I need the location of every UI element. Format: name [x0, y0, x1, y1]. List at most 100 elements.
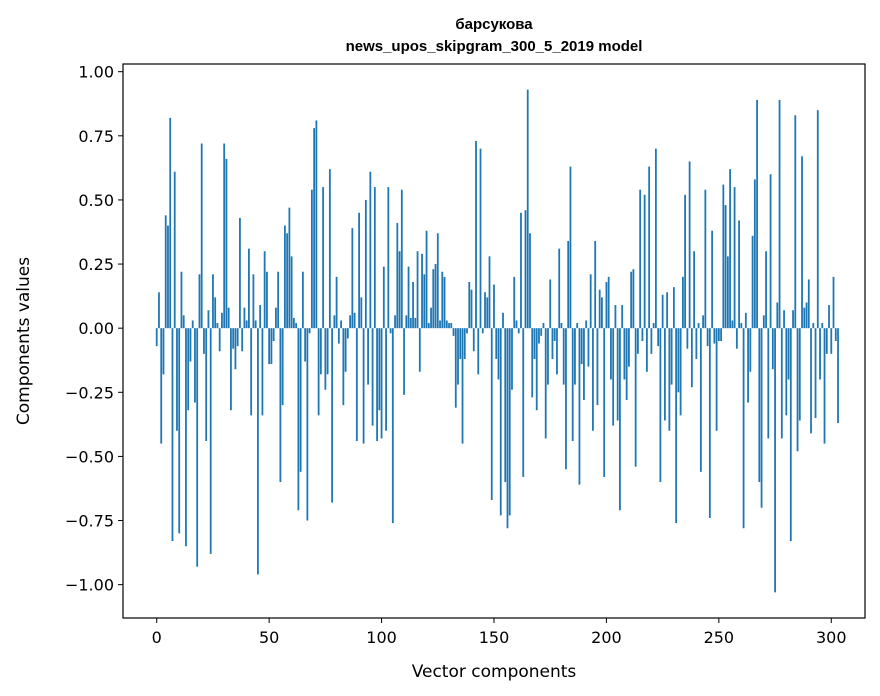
bar-48 [264, 251, 266, 328]
bar-98 [376, 328, 378, 441]
bar-96 [372, 328, 374, 425]
bar-1 [158, 292, 160, 328]
bar-297 [824, 328, 826, 443]
bar-207 [621, 305, 623, 328]
bar-300 [830, 328, 832, 354]
x-tick-label-200: 200 [591, 628, 622, 647]
bar-122 [430, 308, 432, 329]
bar-123 [432, 269, 434, 328]
x-axis-ticks: 0 50 100 150 200 250 300 [152, 618, 847, 647]
bar-34 [232, 328, 234, 349]
bar-189 [581, 328, 583, 364]
bar-38 [241, 328, 243, 351]
bar-14 [187, 328, 189, 410]
bar-35 [235, 328, 237, 369]
bar-115 [414, 318, 416, 328]
chart-title: барсукова [455, 16, 533, 33]
bar-193 [590, 274, 592, 328]
bar-271 [765, 251, 767, 328]
bar-262 [745, 313, 747, 328]
bar-89 [356, 328, 358, 441]
bar-184 [570, 167, 572, 329]
bar-202 [610, 328, 612, 379]
bar-270 [763, 315, 765, 328]
bar-138 [466, 328, 468, 333]
bar-83 [342, 328, 344, 405]
bar-43 [253, 274, 255, 328]
bar-252 [722, 185, 724, 329]
bar-249 [716, 328, 718, 431]
bar-176 [552, 328, 554, 359]
bar-166 [529, 233, 531, 328]
bar-220 [650, 328, 652, 354]
bar-163 [522, 328, 524, 477]
bar-0 [156, 328, 158, 346]
bar-244 [704, 190, 706, 328]
bar-102 [385, 328, 387, 431]
bar-242 [700, 328, 702, 472]
bar-288 [803, 308, 805, 329]
bar-177 [554, 328, 556, 341]
bar-27 [217, 323, 219, 328]
bar-250 [718, 328, 720, 341]
bar-225 [662, 295, 664, 328]
bar-130 [448, 323, 450, 328]
bar-279 [783, 310, 785, 328]
x-tick-label-250: 250 [704, 628, 735, 647]
bar-253 [725, 205, 727, 328]
y-tick-label-7: 0.75 [78, 127, 114, 146]
bar-36 [237, 328, 239, 346]
bar-6 [169, 118, 171, 328]
bar-62 [295, 323, 297, 328]
bar-141 [473, 328, 475, 351]
bar-200 [606, 282, 608, 328]
bar-211 [630, 272, 632, 328]
bar-286 [799, 328, 801, 420]
bar-216 [642, 328, 644, 341]
bar-298 [826, 328, 828, 354]
x-tick-label-300: 300 [816, 628, 847, 647]
bar-73 [320, 328, 322, 374]
bar-74 [322, 187, 324, 328]
bar-119 [423, 274, 425, 328]
bar-256 [731, 320, 733, 328]
bar-290 [808, 279, 810, 328]
bar-30 [223, 144, 225, 329]
bar-112 [408, 267, 410, 329]
bar-65 [302, 272, 304, 328]
y-tick-label-8: 1.00 [78, 63, 114, 82]
bar-283 [792, 310, 794, 328]
y-tick-label-0: −1.00 [65, 576, 114, 595]
bar-241 [698, 323, 700, 328]
bar-149 [491, 328, 493, 500]
bar-140 [471, 290, 473, 328]
bar-206 [619, 328, 621, 510]
bar-199 [603, 328, 605, 477]
bar-9 [176, 328, 178, 431]
y-tick-label-3: −0.25 [65, 383, 114, 402]
bar-234 [682, 277, 684, 328]
y-tick-label-6: 0.50 [78, 191, 114, 210]
bar-272 [767, 328, 769, 438]
bar-173 [545, 328, 547, 438]
bar-61 [293, 318, 295, 328]
bar-185 [572, 328, 574, 441]
bar-179 [558, 249, 560, 329]
bar-182 [565, 328, 567, 469]
bar-285 [797, 328, 799, 451]
bar-51 [271, 328, 273, 364]
bar-40 [246, 320, 248, 328]
bar-293 [815, 328, 817, 418]
bar-142 [475, 141, 477, 328]
bar-97 [374, 187, 376, 328]
bar-101 [383, 267, 385, 329]
bar-284 [794, 115, 796, 328]
bar-20 [201, 144, 203, 329]
bar-158 [511, 328, 513, 390]
bar-3 [163, 328, 165, 374]
x-tick-label-50: 50 [259, 628, 279, 647]
bar-47 [262, 328, 264, 415]
bar-233 [680, 328, 682, 415]
y-tick-label-5: 0.25 [78, 255, 114, 274]
bar-45 [257, 328, 259, 574]
